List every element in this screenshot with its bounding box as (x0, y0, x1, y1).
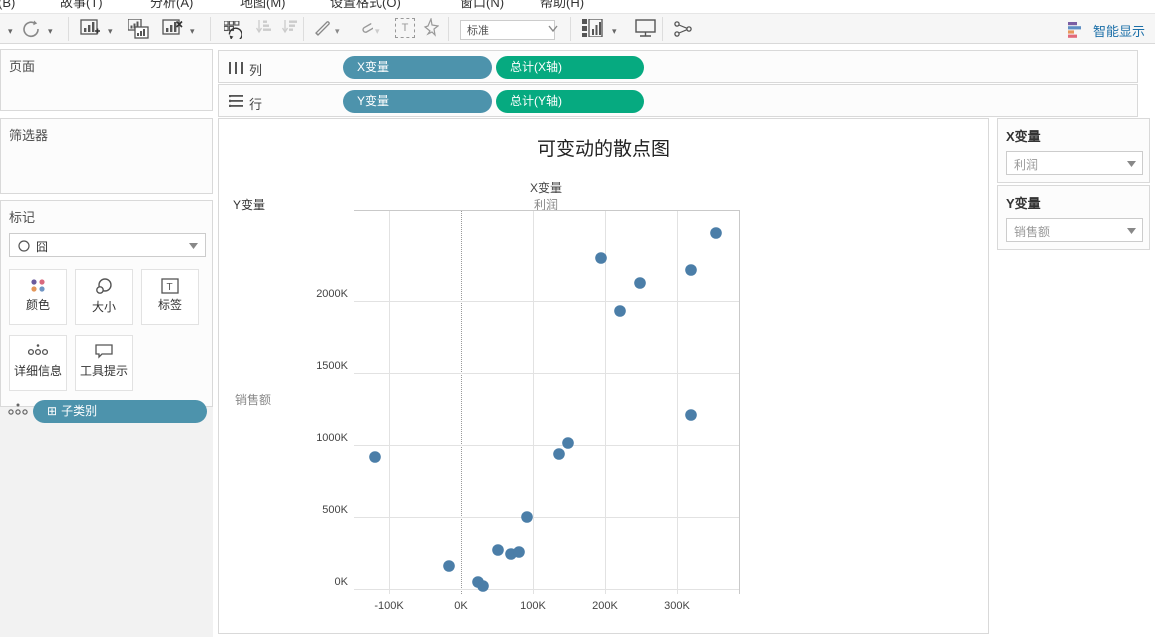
svg-text:▾: ▾ (335, 26, 340, 36)
svg-text:▾: ▾ (190, 26, 195, 36)
svg-text:▾: ▾ (8, 26, 13, 36)
svg-text:▾: ▾ (612, 26, 617, 36)
svg-text:T: T (167, 282, 173, 293)
svg-text:▾: ▾ (375, 26, 380, 36)
svg-text:▾: ▾ (48, 26, 53, 36)
svg-text:▾: ▾ (108, 26, 113, 36)
